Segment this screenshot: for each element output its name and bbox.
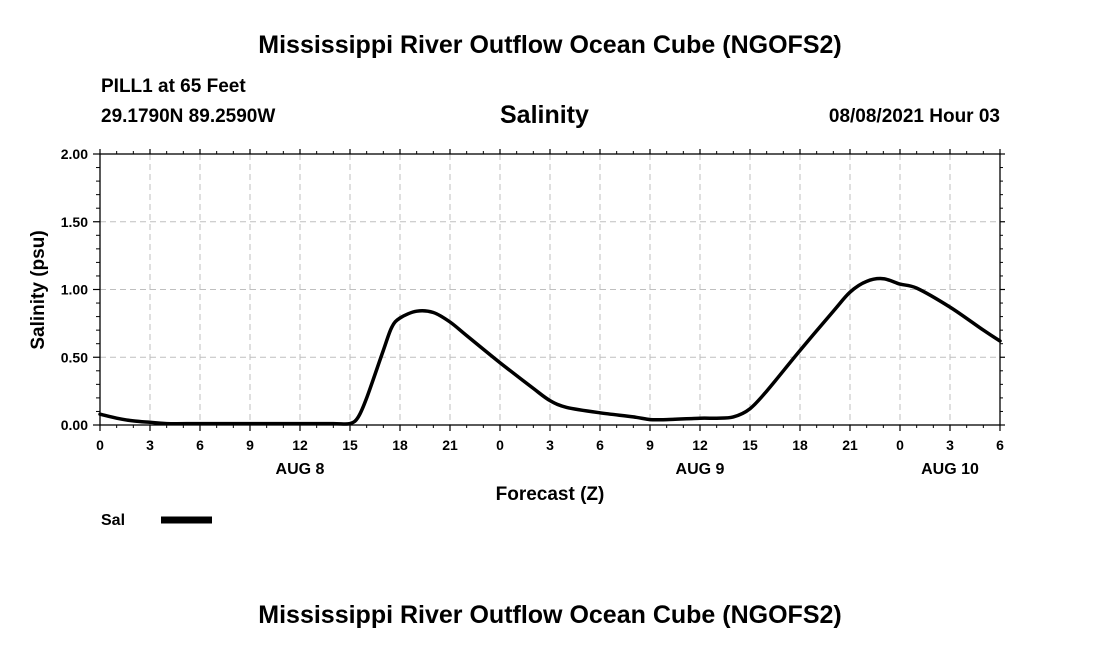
x-tick-label: 9 bbox=[246, 437, 254, 453]
variable-title: Salinity bbox=[500, 101, 589, 129]
x-tick-label: 0 bbox=[96, 437, 104, 453]
y-tick-label: 1.50 bbox=[61, 214, 88, 230]
date-label: AUG 8 bbox=[276, 461, 325, 478]
y-tick-label: 0.50 bbox=[61, 349, 88, 365]
x-tick-label: 0 bbox=[896, 437, 904, 453]
plot-frame bbox=[99, 153, 1001, 426]
x-tick-label: 9 bbox=[646, 437, 654, 453]
x-tick-label: 18 bbox=[392, 437, 408, 453]
y-tick-label: 0.00 bbox=[61, 417, 88, 433]
legend-label: Sal bbox=[101, 512, 125, 529]
x-tick-label: 15 bbox=[742, 437, 758, 453]
station-label: PILL1 at 65 Feet bbox=[101, 76, 246, 97]
chart-title: Mississippi River Outflow Ocean Cube (NG… bbox=[258, 31, 842, 59]
x-tick-label: 12 bbox=[292, 437, 308, 453]
x-tick-label: 12 bbox=[692, 437, 708, 453]
y-axis-title: Salinity (psu) bbox=[28, 230, 49, 349]
x-tick-label: 3 bbox=[946, 437, 954, 453]
x-tick-label: 18 bbox=[792, 437, 808, 453]
x-tick-label: 21 bbox=[442, 437, 458, 453]
footer-title: Mississippi River Outflow Ocean Cube (NG… bbox=[258, 601, 842, 629]
x-axis-title: Forecast (Z) bbox=[496, 484, 605, 505]
chart-axis-labels: 0 3 6 9 12 15 18 21 0 3 6 9 12 15 18 21 0 3 6 AUG 8 AUG 9 AUG… bbox=[61, 146, 1004, 478]
series-line-sal bbox=[98, 276, 1002, 426]
forecast-datetime: 08/08/2021 Hour 03 bbox=[828, 106, 1000, 127]
chart-grid bbox=[100, 154, 1000, 425]
x-tick-label: 0 bbox=[496, 437, 504, 453]
date-label: AUG 10 bbox=[921, 461, 979, 478]
y-tick-label: 2.00 bbox=[61, 146, 88, 162]
x-tick-label: 6 bbox=[596, 437, 604, 453]
station-coords: 29.1790N 89.2590W bbox=[101, 106, 276, 127]
chart-ticks bbox=[93, 149, 1005, 431]
y-tick-label: 1.00 bbox=[61, 282, 88, 298]
x-tick-label: 3 bbox=[146, 437, 154, 453]
date-label: AUG 9 bbox=[676, 461, 725, 478]
x-tick-label: 15 bbox=[342, 437, 358, 453]
x-tick-label: 21 bbox=[842, 437, 858, 453]
x-tick-label: 6 bbox=[996, 437, 1004, 453]
x-tick-label: 6 bbox=[196, 437, 204, 453]
x-tick-label: 3 bbox=[546, 437, 554, 453]
